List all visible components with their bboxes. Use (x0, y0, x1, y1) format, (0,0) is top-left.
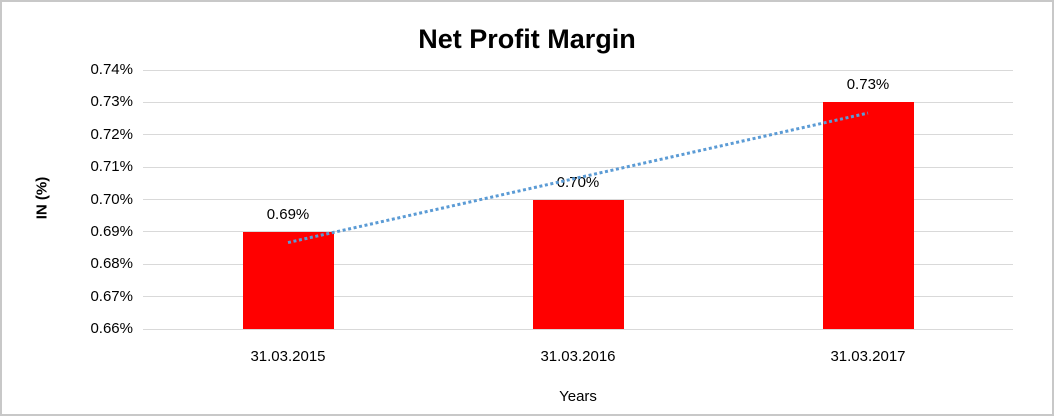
x-axis-title: Years (559, 388, 597, 405)
gridline (143, 69, 1013, 71)
y-axis-tick-label: 0.69% (90, 222, 133, 240)
y-axis-tick-label: 0.71% (90, 158, 133, 176)
chart-title: Net Profit Margin (418, 24, 636, 54)
x-axis-tick-label: 31.03.2016 (540, 348, 616, 365)
x-axis-tick-label: 31.03.2017 (830, 348, 906, 365)
bar-value-label: 0.73% (846, 76, 890, 94)
bar-value-label: 0.70% (556, 173, 600, 191)
y-axis-tick-label: 0.70% (90, 190, 133, 208)
y-axis-tick-label: 0.66% (90, 320, 133, 337)
y-axis-tick-label: 0.74% (90, 61, 133, 78)
y-axis-tick-label: 0.67% (90, 287, 133, 305)
bar-value-label: 0.69% (266, 205, 310, 223)
y-axis-tick-label: 0.68% (90, 255, 133, 273)
y-axis-tick-label: 0.73% (90, 93, 133, 111)
gridline (143, 328, 1013, 330)
bar-31.03.2017 (822, 102, 914, 329)
x-axis-tick-label: 31.03.2015 (250, 348, 326, 365)
y-axis-tick-label: 0.72% (90, 125, 133, 143)
bar-31.03.2016 (532, 199, 624, 329)
gridline (143, 101, 1013, 103)
bar-31.03.2015 (242, 231, 334, 329)
